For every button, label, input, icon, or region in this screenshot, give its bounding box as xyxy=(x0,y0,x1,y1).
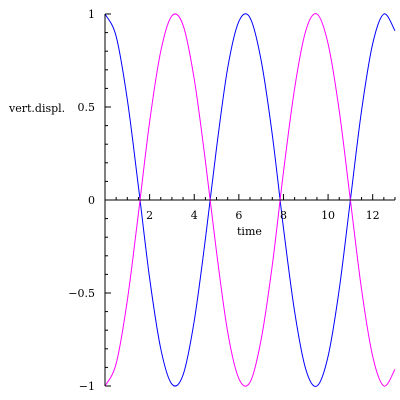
x-tick-label: 4 xyxy=(191,209,198,222)
x-tick-label: 2 xyxy=(146,209,153,222)
y-axis-title: vert.displ. xyxy=(8,102,65,115)
tick-labels-layer: 2 4 6 8 10 12 −1 −0.5 0 0.5 1 xyxy=(68,8,379,393)
y-tick-label: −0.5 xyxy=(68,287,95,300)
y-tick-label: 0.5 xyxy=(78,101,96,114)
y-tick-label: 0 xyxy=(88,194,95,207)
x-tick-label: 8 xyxy=(280,209,287,222)
series-line-1 xyxy=(104,13,396,387)
x-tick-label: 6 xyxy=(235,209,242,222)
series-line-2 xyxy=(104,13,396,387)
x-tick-label: 10 xyxy=(321,209,335,222)
x-tick-label: 12 xyxy=(366,209,380,222)
y-tick-label: −1 xyxy=(79,380,95,393)
x-axis-title: time xyxy=(237,225,262,238)
y-tick-label: 1 xyxy=(88,8,95,21)
series-layer xyxy=(104,13,396,387)
